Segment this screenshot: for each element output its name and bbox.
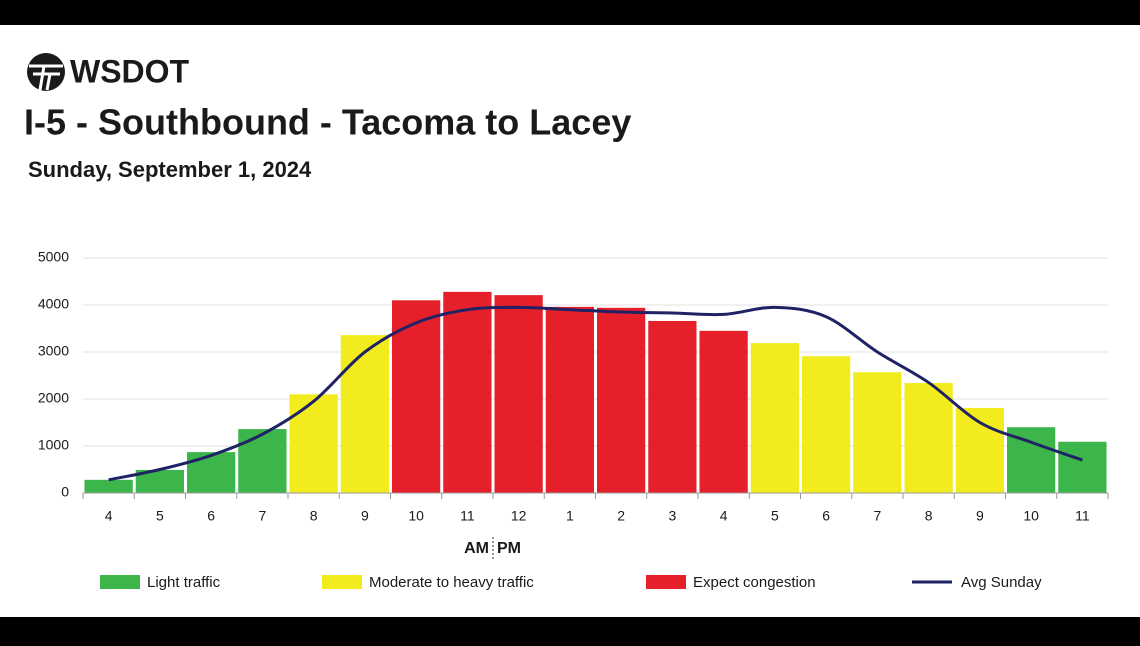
x-tick-label: 11	[460, 508, 475, 524]
y-tick-label: 1000	[38, 437, 69, 453]
x-tick-label: 1	[566, 508, 574, 524]
bar	[750, 343, 799, 493]
bar	[648, 320, 697, 493]
x-tick-label: 9	[361, 508, 369, 524]
bar	[84, 479, 133, 493]
x-tick-label: 12	[511, 508, 527, 524]
bar	[853, 372, 902, 493]
y-tick-label: 2000	[38, 390, 69, 406]
bar	[597, 307, 646, 493]
x-tick-label: 7	[258, 508, 266, 524]
bar	[1058, 441, 1107, 493]
bar	[238, 429, 287, 493]
logo: WSDOT	[27, 53, 190, 91]
bar	[955, 407, 1004, 493]
bar	[187, 452, 236, 493]
y-tick-label: 0	[61, 484, 69, 500]
logo-text: WSDOT	[70, 53, 190, 89]
legend-label: Light traffic	[147, 574, 221, 591]
x-tick-label: 4	[720, 508, 728, 524]
legend-swatch	[322, 575, 362, 589]
x-tick-label: 5	[156, 508, 164, 524]
bar	[392, 300, 441, 493]
x-tick-label: 10	[408, 508, 424, 524]
x-tick-label: 11	[1075, 508, 1090, 524]
bar	[289, 394, 338, 493]
y-tick-label: 3000	[38, 343, 69, 359]
avg-line	[108, 305, 1083, 482]
x-tick-label: 10	[1023, 508, 1039, 524]
logo-icon-stripes	[29, 64, 63, 91]
am-label: AM	[464, 540, 489, 557]
x-tick-label: 6	[822, 508, 830, 524]
x-tick-label: 2	[617, 508, 625, 524]
legend-swatch	[100, 575, 140, 589]
bar	[699, 330, 748, 493]
x-tick-label: 3	[668, 508, 676, 524]
x-tick-label: 5	[771, 508, 779, 524]
logo-icon	[27, 53, 65, 91]
chart-subtitle: Sunday, September 1, 2024	[28, 157, 312, 182]
bar	[802, 356, 851, 493]
x-tick-label: 6	[207, 508, 215, 524]
legend-label: Moderate to heavy traffic	[369, 574, 534, 591]
bar	[443, 291, 492, 493]
x-tick-label: 9	[976, 508, 984, 524]
x-tick-label: 8	[925, 508, 933, 524]
y-tick-label: 4000	[38, 296, 69, 312]
chart-title: I-5 - Southbound - Tacoma to Lacey	[24, 102, 631, 143]
pm-label: PM	[497, 540, 521, 557]
legend-label: Avg Sunday	[961, 574, 1042, 591]
bar	[494, 295, 543, 493]
x-tick-label: 7	[873, 508, 881, 524]
bar	[904, 383, 953, 493]
legend-swatch	[646, 575, 686, 589]
bar	[135, 469, 184, 493]
x-tick-label: 8	[310, 508, 318, 524]
legend-label: Expect congestion	[693, 574, 816, 591]
bar	[340, 335, 389, 493]
y-tick-label: 5000	[38, 249, 69, 265]
bar	[545, 306, 594, 493]
x-tick-label: 4	[105, 508, 113, 524]
